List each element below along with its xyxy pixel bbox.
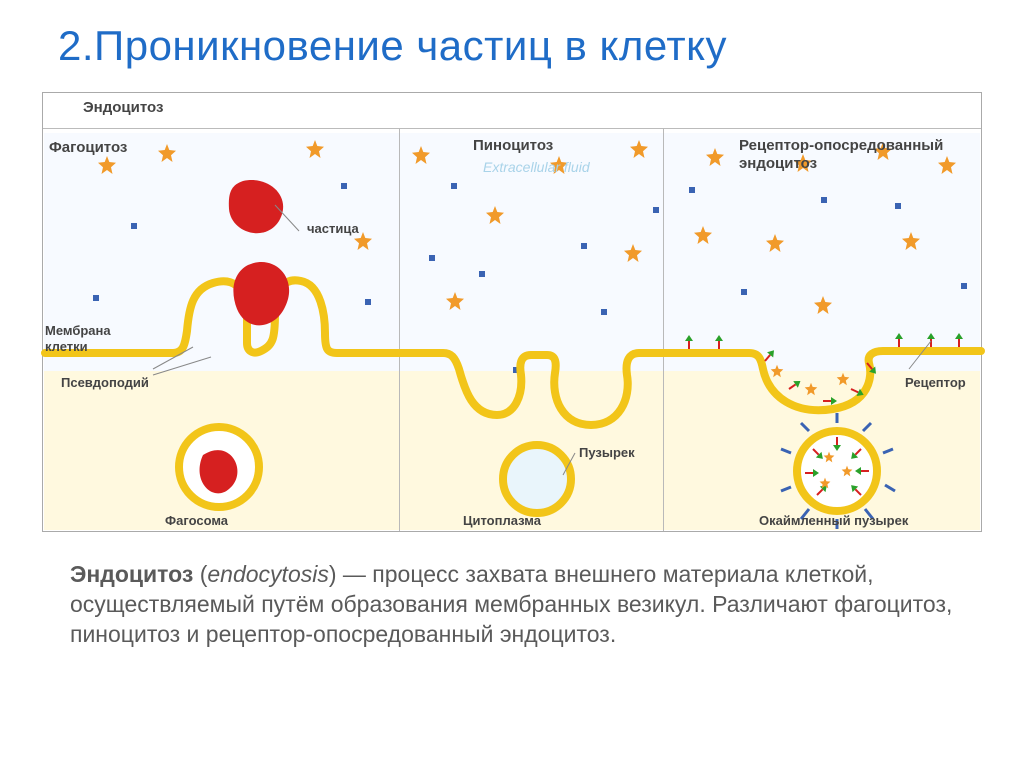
membrane — [45, 280, 981, 425]
label-endocytosis: Эндоцитоз — [83, 99, 163, 117]
label-phagocytosis: Фагоцитоз — [49, 139, 127, 157]
label-vesicle: Пузырек — [579, 445, 635, 461]
label-pseudopod: Псевдоподий — [61, 375, 149, 391]
label-receptor-mediated: Рецептор-опосредованный эндоцитоз — [739, 137, 969, 173]
label-membrane: Мембрана клетки — [45, 323, 125, 354]
phagosome — [179, 427, 259, 507]
page-title: 2.Проникновение частиц в клетку — [0, 0, 1024, 80]
label-phagosome: Фагосома — [165, 513, 228, 529]
phago-particles — [229, 180, 289, 325]
endocytosis-diagram: Эндоцитоз Фагоцитоз Пиноцитоз Extracellu… — [42, 92, 982, 532]
label-pinocytosis: Пиноцитоз — [473, 137, 553, 155]
label-coated: Окаймленный пузырек — [759, 513, 908, 529]
pino-vesicle — [503, 445, 571, 513]
label-cytoplasm: Цитоплазма — [463, 513, 541, 529]
description-text: Эндоцитоз (endocytosis) — процесс захват… — [70, 560, 964, 650]
label-extracellular: Extracellular fluid — [483, 159, 590, 176]
coated-vesicle — [781, 413, 895, 529]
bound-ligands — [771, 365, 850, 396]
surface-receptors — [685, 333, 963, 349]
label-receptor: Рецептор — [905, 375, 966, 391]
label-particle: частица — [307, 221, 359, 237]
